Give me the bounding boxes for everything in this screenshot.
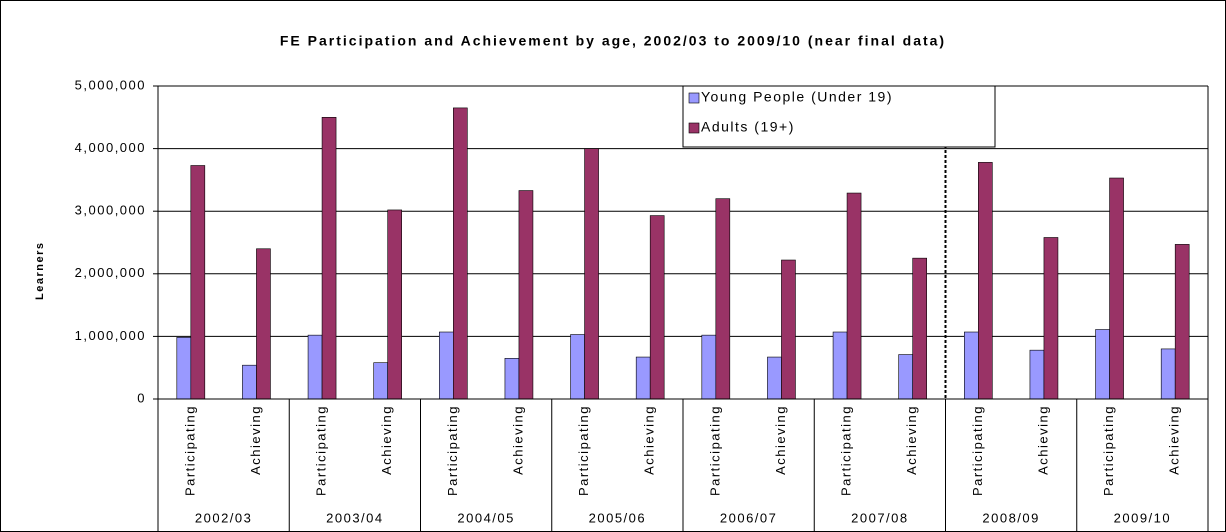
bar bbox=[1174, 244, 1190, 400]
x-tick-label: Participating bbox=[445, 405, 460, 496]
bar bbox=[978, 162, 993, 400]
x-group-label: 2006/07 bbox=[720, 510, 778, 525]
bar bbox=[307, 334, 323, 400]
legend-swatch bbox=[688, 122, 700, 134]
bar bbox=[518, 190, 534, 400]
y-tick-label: 3,000,000 bbox=[75, 203, 146, 218]
x-group-label: 2004/05 bbox=[457, 510, 515, 525]
y-tick-label: 4,000,000 bbox=[75, 140, 146, 155]
bar bbox=[242, 364, 257, 400]
x-tick-label: Achieving bbox=[379, 405, 394, 475]
legend-swatch bbox=[688, 92, 700, 104]
bar bbox=[701, 334, 717, 400]
legend: Young People (Under 19) Adults (19+) bbox=[682, 85, 996, 148]
bar bbox=[387, 209, 402, 400]
x-tick-label: Achieving bbox=[904, 405, 919, 475]
x-tick-label: Participating bbox=[182, 405, 197, 496]
bar bbox=[256, 248, 271, 400]
x-tick-label: Participating bbox=[970, 405, 985, 496]
bar bbox=[176, 337, 192, 400]
x-group-label: 2005/06 bbox=[589, 510, 647, 525]
bar bbox=[715, 198, 731, 400]
bar bbox=[1160, 348, 1176, 400]
legend-box bbox=[682, 85, 996, 148]
bar bbox=[964, 331, 979, 400]
y-tick-label: 2,000,000 bbox=[75, 265, 146, 280]
chart-title: FE Participation and Achievement by age,… bbox=[280, 33, 946, 49]
x-tick-label: Achieving bbox=[510, 405, 525, 475]
x-tick-label: Achieving bbox=[1167, 405, 1182, 475]
x-group-label: 2008/09 bbox=[982, 510, 1040, 525]
y-axis-label: Learners bbox=[34, 242, 46, 300]
bar bbox=[373, 362, 388, 400]
bar bbox=[767, 356, 782, 400]
bar bbox=[898, 354, 913, 400]
bar bbox=[1109, 177, 1124, 400]
bar bbox=[832, 331, 848, 400]
y-tick-label: 5,000,000 bbox=[75, 77, 146, 92]
bar bbox=[453, 107, 468, 400]
bar bbox=[1095, 329, 1110, 400]
bar bbox=[635, 356, 651, 400]
bar bbox=[439, 331, 454, 400]
x-tick-label: Participating bbox=[839, 405, 854, 496]
y-tick-label: 1,000,000 bbox=[75, 328, 146, 343]
legend-label: Young People (Under 19) bbox=[701, 89, 893, 105]
bar bbox=[846, 192, 862, 400]
x-tick-label: Participating bbox=[707, 405, 722, 496]
bar bbox=[584, 148, 599, 400]
bar bbox=[190, 165, 206, 400]
bar bbox=[1043, 237, 1059, 400]
x-tick-label: Participating bbox=[314, 405, 329, 496]
bar bbox=[781, 259, 796, 400]
x-tick-label: Achieving bbox=[1035, 405, 1050, 475]
bar bbox=[912, 257, 927, 400]
x-group-label: 2009/10 bbox=[1114, 510, 1172, 525]
x-tick-label: Participating bbox=[1101, 405, 1116, 496]
x-group-label: 2003/04 bbox=[326, 510, 384, 525]
bar bbox=[570, 334, 585, 400]
x-tick-label: Achieving bbox=[248, 405, 263, 475]
legend-label: Adults (19+) bbox=[701, 119, 795, 135]
bar bbox=[504, 358, 520, 400]
bar bbox=[649, 215, 665, 400]
bar bbox=[1029, 349, 1045, 400]
bar bbox=[321, 117, 337, 400]
x-tick-label: Achieving bbox=[642, 405, 657, 475]
x-tick-label: Participating bbox=[576, 405, 591, 496]
x-tick-label: Achieving bbox=[773, 405, 788, 475]
x-group-label: 2007/08 bbox=[851, 510, 909, 525]
x-group-label: 2002/03 bbox=[195, 510, 253, 525]
y-tick-label: 0 bbox=[137, 390, 146, 405]
